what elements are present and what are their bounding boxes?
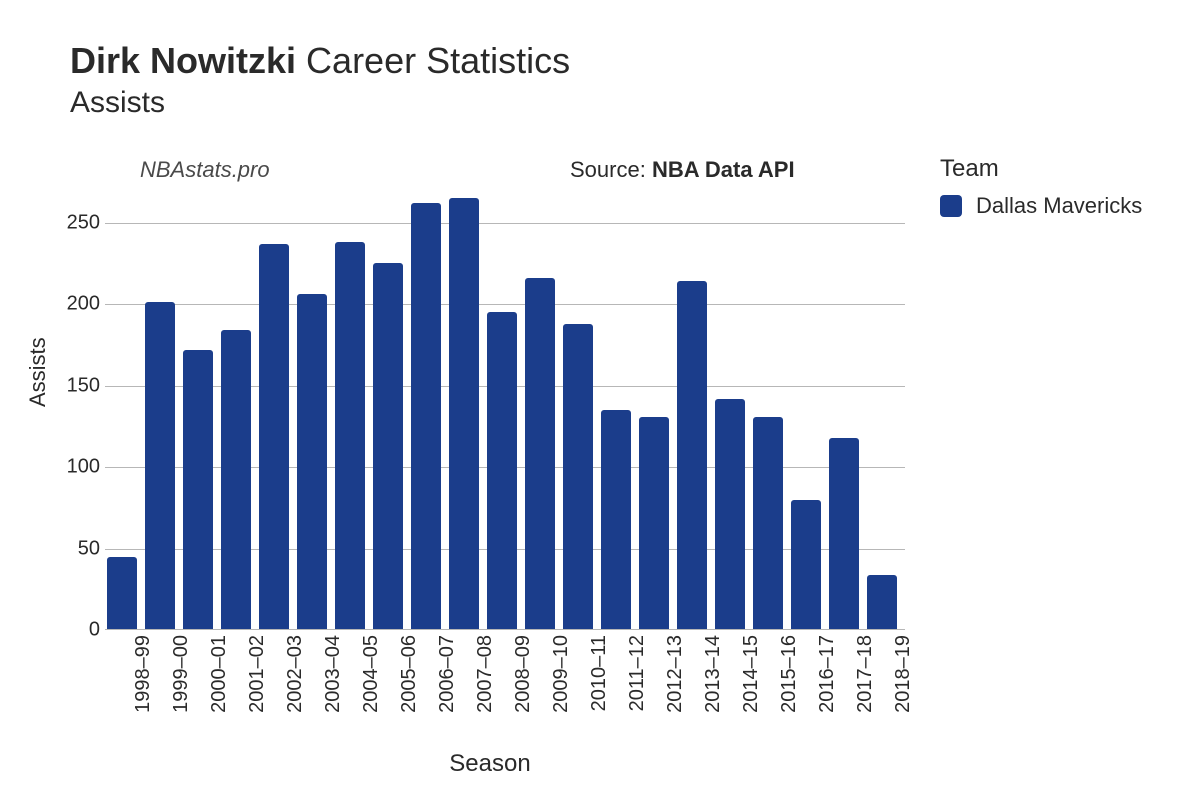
title-block: Dirk Nowitzki Career Statistics Assists bbox=[70, 40, 570, 120]
y-tick: 0 bbox=[60, 619, 100, 642]
x-tick: 2002–03 bbox=[284, 635, 307, 713]
x-tick: 2015–16 bbox=[778, 635, 801, 713]
chart-container: Dirk Nowitzki Career Statistics Assists … bbox=[0, 0, 1200, 800]
bar bbox=[829, 438, 859, 630]
plot-area bbox=[105, 190, 905, 630]
x-tick: 2000–01 bbox=[208, 635, 231, 713]
bar bbox=[107, 557, 137, 630]
y-tick: 250 bbox=[60, 211, 100, 234]
x-tick: 2004–05 bbox=[360, 635, 383, 713]
x-axis-label: Season bbox=[449, 750, 530, 778]
x-ticks: 1998–99 1999–00 2000–01 2001–02 2002–03 2003–… bbox=[105, 635, 905, 745]
annotation-site: NBAstats.pro bbox=[140, 157, 270, 183]
x-tick: 2010–11 bbox=[588, 635, 611, 711]
legend-label: Dallas Mavericks bbox=[976, 193, 1142, 219]
x-tick: 2011–12 bbox=[626, 635, 649, 711]
x-tick: 2008–09 bbox=[512, 635, 535, 713]
bar bbox=[677, 281, 707, 630]
title-bold: Dirk Nowitzki bbox=[70, 40, 296, 81]
bar bbox=[411, 203, 441, 630]
bar bbox=[145, 302, 175, 630]
annotation-source: Source: NBA Data API bbox=[570, 157, 795, 183]
bar bbox=[867, 575, 897, 630]
bar bbox=[563, 324, 593, 630]
bar bbox=[259, 244, 289, 630]
chart-subtitle: Assists bbox=[70, 86, 570, 120]
bar bbox=[715, 399, 745, 630]
bars bbox=[105, 190, 905, 630]
y-ticks: 050100150200250 bbox=[60, 190, 100, 630]
x-tick: 2016–17 bbox=[816, 635, 839, 713]
x-tick: 2006–07 bbox=[436, 635, 459, 713]
legend-item: Dallas Mavericks bbox=[940, 193, 1142, 219]
bar bbox=[373, 263, 403, 630]
legend-title: Team bbox=[940, 155, 1142, 183]
source-name: NBA Data API bbox=[652, 157, 795, 182]
baseline bbox=[105, 629, 905, 630]
chart-title: Dirk Nowitzki Career Statistics bbox=[70, 40, 570, 82]
legend-swatch bbox=[940, 195, 962, 217]
source-prefix: Source: bbox=[570, 157, 652, 182]
legend-items: Dallas Mavericks bbox=[940, 193, 1142, 219]
bar bbox=[487, 312, 517, 630]
bar bbox=[221, 330, 251, 630]
x-tick: 2007–08 bbox=[474, 635, 497, 713]
x-tick: 1999–00 bbox=[170, 635, 193, 713]
y-axis-label: Assists bbox=[25, 337, 51, 407]
x-tick: 2013–14 bbox=[702, 635, 725, 713]
x-tick: 2005–06 bbox=[398, 635, 421, 713]
y-tick: 100 bbox=[60, 456, 100, 479]
x-tick: 2014–15 bbox=[740, 635, 763, 713]
bar bbox=[335, 242, 365, 630]
bar bbox=[183, 350, 213, 630]
y-tick: 50 bbox=[60, 537, 100, 560]
bar bbox=[297, 294, 327, 630]
bar bbox=[639, 417, 669, 630]
bar bbox=[601, 410, 631, 630]
y-tick: 150 bbox=[60, 374, 100, 397]
title-rest: Career Statistics bbox=[296, 40, 570, 81]
x-tick: 1998–99 bbox=[132, 635, 155, 713]
bar bbox=[753, 417, 783, 630]
x-tick: 2001–02 bbox=[246, 635, 269, 713]
bar bbox=[525, 278, 555, 630]
bar bbox=[791, 500, 821, 630]
bar bbox=[449, 198, 479, 630]
x-tick: 2009–10 bbox=[550, 635, 573, 713]
x-tick: 2018–19 bbox=[892, 635, 915, 713]
legend: Team Dallas Mavericks bbox=[940, 155, 1142, 219]
x-tick: 2012–13 bbox=[664, 635, 687, 713]
y-tick: 200 bbox=[60, 293, 100, 316]
x-tick: 2003–04 bbox=[322, 635, 345, 713]
x-tick: 2017–18 bbox=[854, 635, 877, 713]
